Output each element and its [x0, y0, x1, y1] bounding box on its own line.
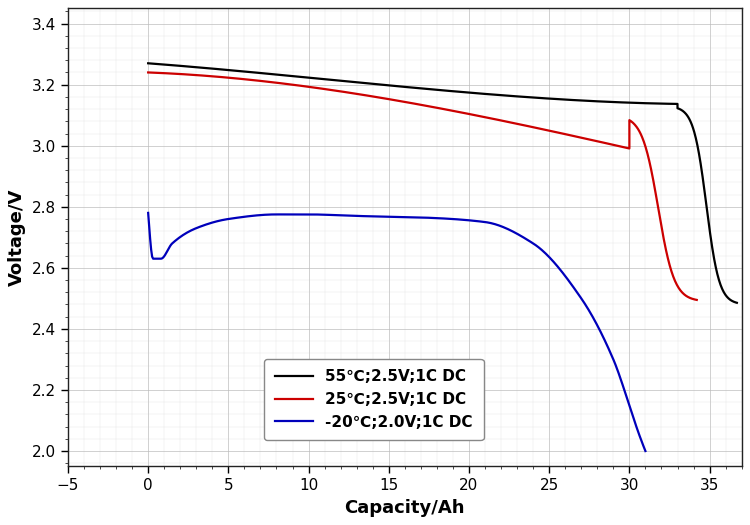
55℃;2.5V;1C DC [196, 65, 206, 71]
-20℃;2.0V;1C DC [413, 214, 422, 220]
55℃;2.5V;1C DC [706, 234, 715, 240]
-20℃;2.0V;1C DC [380, 213, 388, 219]
Y-axis label: Voltage/V: Voltage/V [8, 188, 26, 286]
-20℃;2.0V;1C DC [629, 415, 638, 421]
55℃;2.5V;1C DC [648, 100, 657, 107]
Line: 55℃;2.5V;1C DC: 55℃;2.5V;1C DC [148, 64, 736, 303]
55℃;2.5V;1C DC [144, 60, 153, 67]
25℃;2.5V;1C DC [144, 69, 153, 76]
-20℃;2.0V;1C DC [551, 261, 560, 267]
25℃;2.5V;1C DC [470, 112, 479, 118]
55℃;2.5V;1C DC [732, 300, 741, 306]
Line: -20℃;2.0V;1C DC: -20℃;2.0V;1C DC [148, 213, 646, 451]
Legend: 55℃;2.5V;1C DC, 25℃;2.5V;1C DC, -20℃;2.0V;1C DC: 55℃;2.5V;1C DC, 25℃;2.5V;1C DC, -20℃;2.0… [264, 359, 484, 440]
Line: 25℃;2.5V;1C DC: 25℃;2.5V;1C DC [148, 72, 697, 300]
-20℃;2.0V;1C DC [144, 210, 153, 216]
X-axis label: Capacity/Ah: Capacity/Ah [344, 499, 465, 517]
55℃;2.5V;1C DC [476, 90, 484, 97]
25℃;2.5V;1C DC [652, 193, 661, 199]
55℃;2.5V;1C DC [706, 236, 716, 243]
25℃;2.5V;1C DC [475, 113, 484, 119]
25℃;2.5V;1C DC [516, 121, 525, 128]
-20℃;2.0V;1C DC [440, 215, 448, 222]
25℃;2.5V;1C DC [687, 296, 696, 302]
25℃;2.5V;1C DC [554, 129, 562, 135]
55℃;2.5V;1C DC [424, 86, 433, 92]
-20℃;2.0V;1C DC [382, 214, 392, 220]
25℃;2.5V;1C DC [692, 297, 701, 303]
-20℃;2.0V;1C DC [641, 448, 650, 454]
